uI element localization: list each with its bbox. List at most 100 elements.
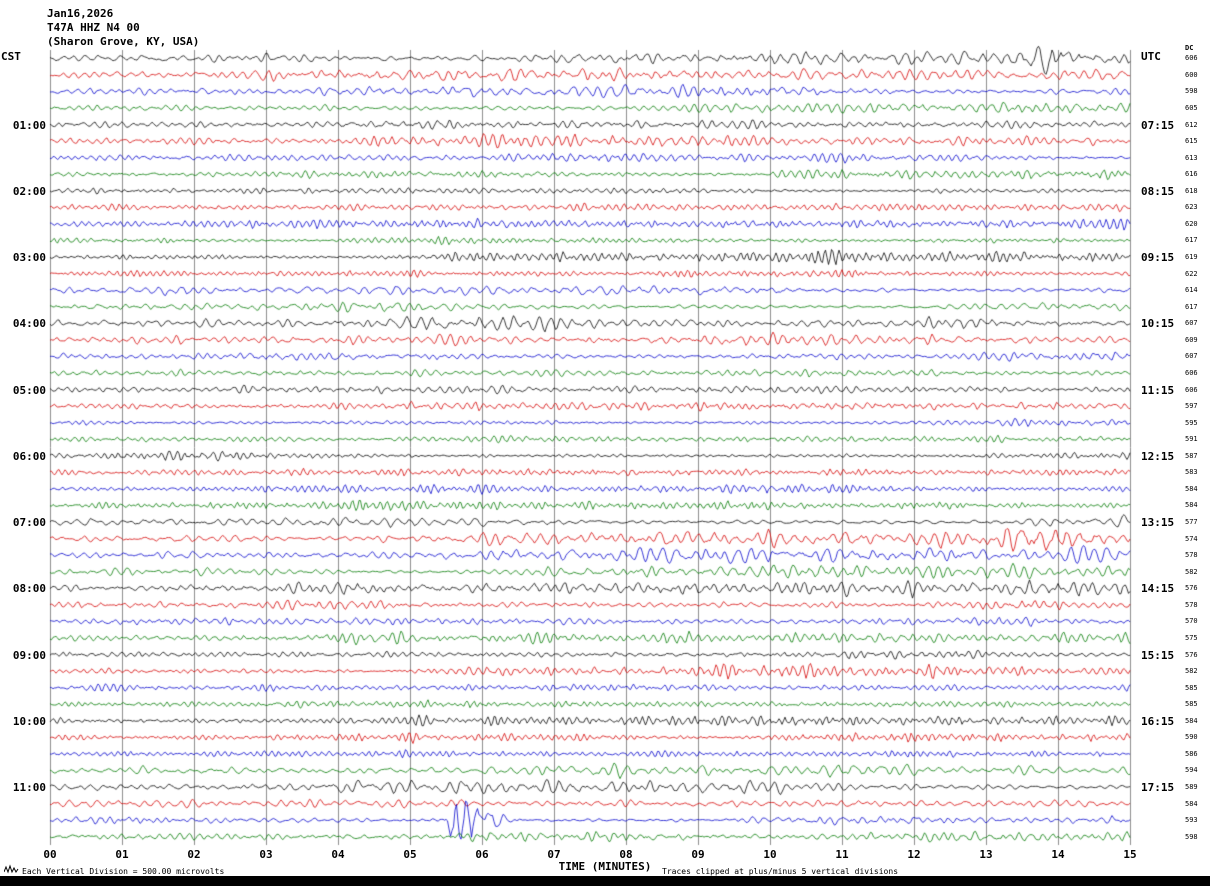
dc-offset-value: 576 bbox=[1185, 650, 1198, 659]
dc-offset-value: 585 bbox=[1185, 700, 1198, 709]
cst-hour-label: 05:00 bbox=[12, 383, 46, 397]
dc-offset-value: 577 bbox=[1185, 518, 1198, 527]
dc-offset-value: 576 bbox=[1185, 584, 1198, 593]
dc-offset-value: 594 bbox=[1185, 766, 1198, 775]
dc-offset-value: 584 bbox=[1185, 501, 1198, 510]
x-axis-tick: 14 bbox=[1051, 848, 1065, 861]
dc-offset-value: 589 bbox=[1185, 783, 1198, 792]
x-axis-tick: 04 bbox=[331, 848, 345, 861]
x-axis-tick: 15 bbox=[1123, 848, 1137, 861]
x-axis-tick: 07 bbox=[547, 848, 561, 861]
x-axis-tick: 09 bbox=[691, 848, 705, 861]
dc-offset-value: 607 bbox=[1185, 319, 1198, 328]
dc-offset-value: 614 bbox=[1185, 286, 1198, 295]
dc-offset-value: 600 bbox=[1185, 70, 1198, 79]
x-axis-tick: 11 bbox=[835, 848, 849, 861]
cst-hour-label: 11:00 bbox=[12, 781, 46, 795]
utc-hour-label: 13:15 bbox=[1141, 516, 1175, 530]
dc-offset-value: 606 bbox=[1185, 385, 1198, 394]
x-axis-tick: 10 bbox=[763, 848, 777, 861]
dc-offset-value: 587 bbox=[1185, 451, 1198, 460]
dc-offset-value: 586 bbox=[1185, 749, 1198, 758]
x-axis-tick: 13 bbox=[979, 848, 993, 861]
cst-hour-label: 10:00 bbox=[12, 714, 46, 728]
x-axis-title: TIME (MINUTES) bbox=[558, 860, 652, 873]
utc-hour-label: 17:15 bbox=[1141, 781, 1175, 795]
utc-hour-label: 15:15 bbox=[1141, 648, 1175, 662]
dc-offset-value: 570 bbox=[1185, 617, 1198, 626]
cst-hour-label: 06:00 bbox=[12, 449, 46, 463]
cst-hour-label: 04:00 bbox=[12, 317, 46, 331]
x-axis-tick: 01 bbox=[115, 848, 129, 861]
dc-offset-value: 582 bbox=[1185, 667, 1198, 676]
dc-offset-value: 606 bbox=[1185, 368, 1198, 377]
x-axis-tick: 00 bbox=[43, 848, 57, 861]
dc-offset-value: 597 bbox=[1185, 402, 1198, 411]
dc-offset-value: 609 bbox=[1185, 335, 1198, 344]
dc-offset-value: 585 bbox=[1185, 683, 1198, 692]
x-axis-tick: 12 bbox=[907, 848, 921, 861]
utc-hour-label: 09:15 bbox=[1141, 251, 1175, 265]
header: Jan16,2026 T47A HHZ N4 00 (Sharon Grove,… bbox=[47, 7, 199, 49]
dc-offset-value: 598 bbox=[1185, 87, 1198, 96]
dc-offset-value: 617 bbox=[1185, 236, 1198, 245]
dc-offset-value: 607 bbox=[1185, 352, 1198, 361]
dc-offset-value: 578 bbox=[1185, 551, 1198, 560]
utc-hour-label: 16:15 bbox=[1141, 714, 1175, 728]
cst-hour-label: 03:00 bbox=[12, 251, 46, 265]
right-timezone-label: UTC bbox=[1141, 50, 1161, 63]
utc-hour-label: 11:15 bbox=[1141, 383, 1175, 397]
dc-offset-value: 595 bbox=[1185, 418, 1198, 427]
cst-hour-label: 07:00 bbox=[12, 516, 46, 530]
dc-offset-value: 574 bbox=[1185, 534, 1198, 543]
x-axis-tick: 02 bbox=[187, 848, 201, 861]
dc-offset-value: 590 bbox=[1185, 733, 1198, 742]
clip-note: Traces clipped at plus/minus 5 vertical … bbox=[662, 867, 899, 876]
dc-offset-value: 617 bbox=[1185, 302, 1198, 311]
bottom-bar bbox=[0, 876, 1210, 886]
corner-squiggle-icon bbox=[4, 864, 19, 874]
utc-hour-label: 14:15 bbox=[1141, 582, 1175, 596]
dc-offset-value: 619 bbox=[1185, 253, 1198, 262]
x-axis-tick: 08 bbox=[619, 848, 633, 861]
dc-offset-value: 591 bbox=[1185, 435, 1198, 444]
dc-offset-value: 622 bbox=[1185, 269, 1198, 278]
dc-offset-value: 606 bbox=[1185, 54, 1198, 63]
dc-offset-value: 615 bbox=[1185, 137, 1198, 146]
dc-offset-value: 575 bbox=[1185, 633, 1198, 642]
dc-offset-value: 584 bbox=[1185, 799, 1198, 808]
scale-note: Each Vertical Division = 500.00 microvol… bbox=[22, 867, 225, 876]
header-station: T47A HHZ N4 00 bbox=[47, 21, 140, 34]
x-axis-tick: 03 bbox=[259, 848, 273, 861]
x-axis-tick: 05 bbox=[403, 848, 417, 861]
dc-offset-value: 623 bbox=[1185, 203, 1198, 212]
dc-offset-value: 582 bbox=[1185, 567, 1198, 576]
utc-hour-label: 08:15 bbox=[1141, 184, 1175, 198]
dc-offset-value: 578 bbox=[1185, 600, 1198, 609]
cst-hour-label: 01:00 bbox=[12, 118, 46, 132]
dc-offset-value: 584 bbox=[1185, 484, 1198, 493]
dc-offset-value: 612 bbox=[1185, 120, 1198, 129]
dc-offset-value: 618 bbox=[1185, 186, 1198, 195]
utc-hour-label: 12:15 bbox=[1141, 449, 1175, 463]
x-axis-tick: 06 bbox=[475, 848, 489, 861]
dc-offset-value: 584 bbox=[1185, 716, 1198, 725]
dc-offset-value: 616 bbox=[1185, 170, 1198, 179]
dc-offset-value: 620 bbox=[1185, 219, 1198, 228]
header-location: (Sharon Grove, KY, USA) bbox=[47, 35, 200, 48]
utc-hour-label: 07:15 bbox=[1141, 118, 1175, 132]
dc-offset-value: 583 bbox=[1185, 468, 1198, 477]
utc-hour-label: 10:15 bbox=[1141, 317, 1175, 331]
cst-hour-label: 09:00 bbox=[12, 648, 46, 662]
cst-hour-label: 02:00 bbox=[12, 184, 46, 198]
dc-offset-value: 598 bbox=[1185, 832, 1198, 841]
dc-offset-value: 605 bbox=[1185, 103, 1198, 112]
cst-hour-label: 08:00 bbox=[12, 582, 46, 596]
dc-offset-value: 613 bbox=[1185, 153, 1198, 162]
dc-offset-value: 593 bbox=[1185, 816, 1198, 825]
dc-column-label: DC bbox=[1185, 44, 1194, 52]
header-date: Jan16,2026 bbox=[47, 7, 114, 20]
left-timezone-label: CST bbox=[1, 50, 21, 63]
